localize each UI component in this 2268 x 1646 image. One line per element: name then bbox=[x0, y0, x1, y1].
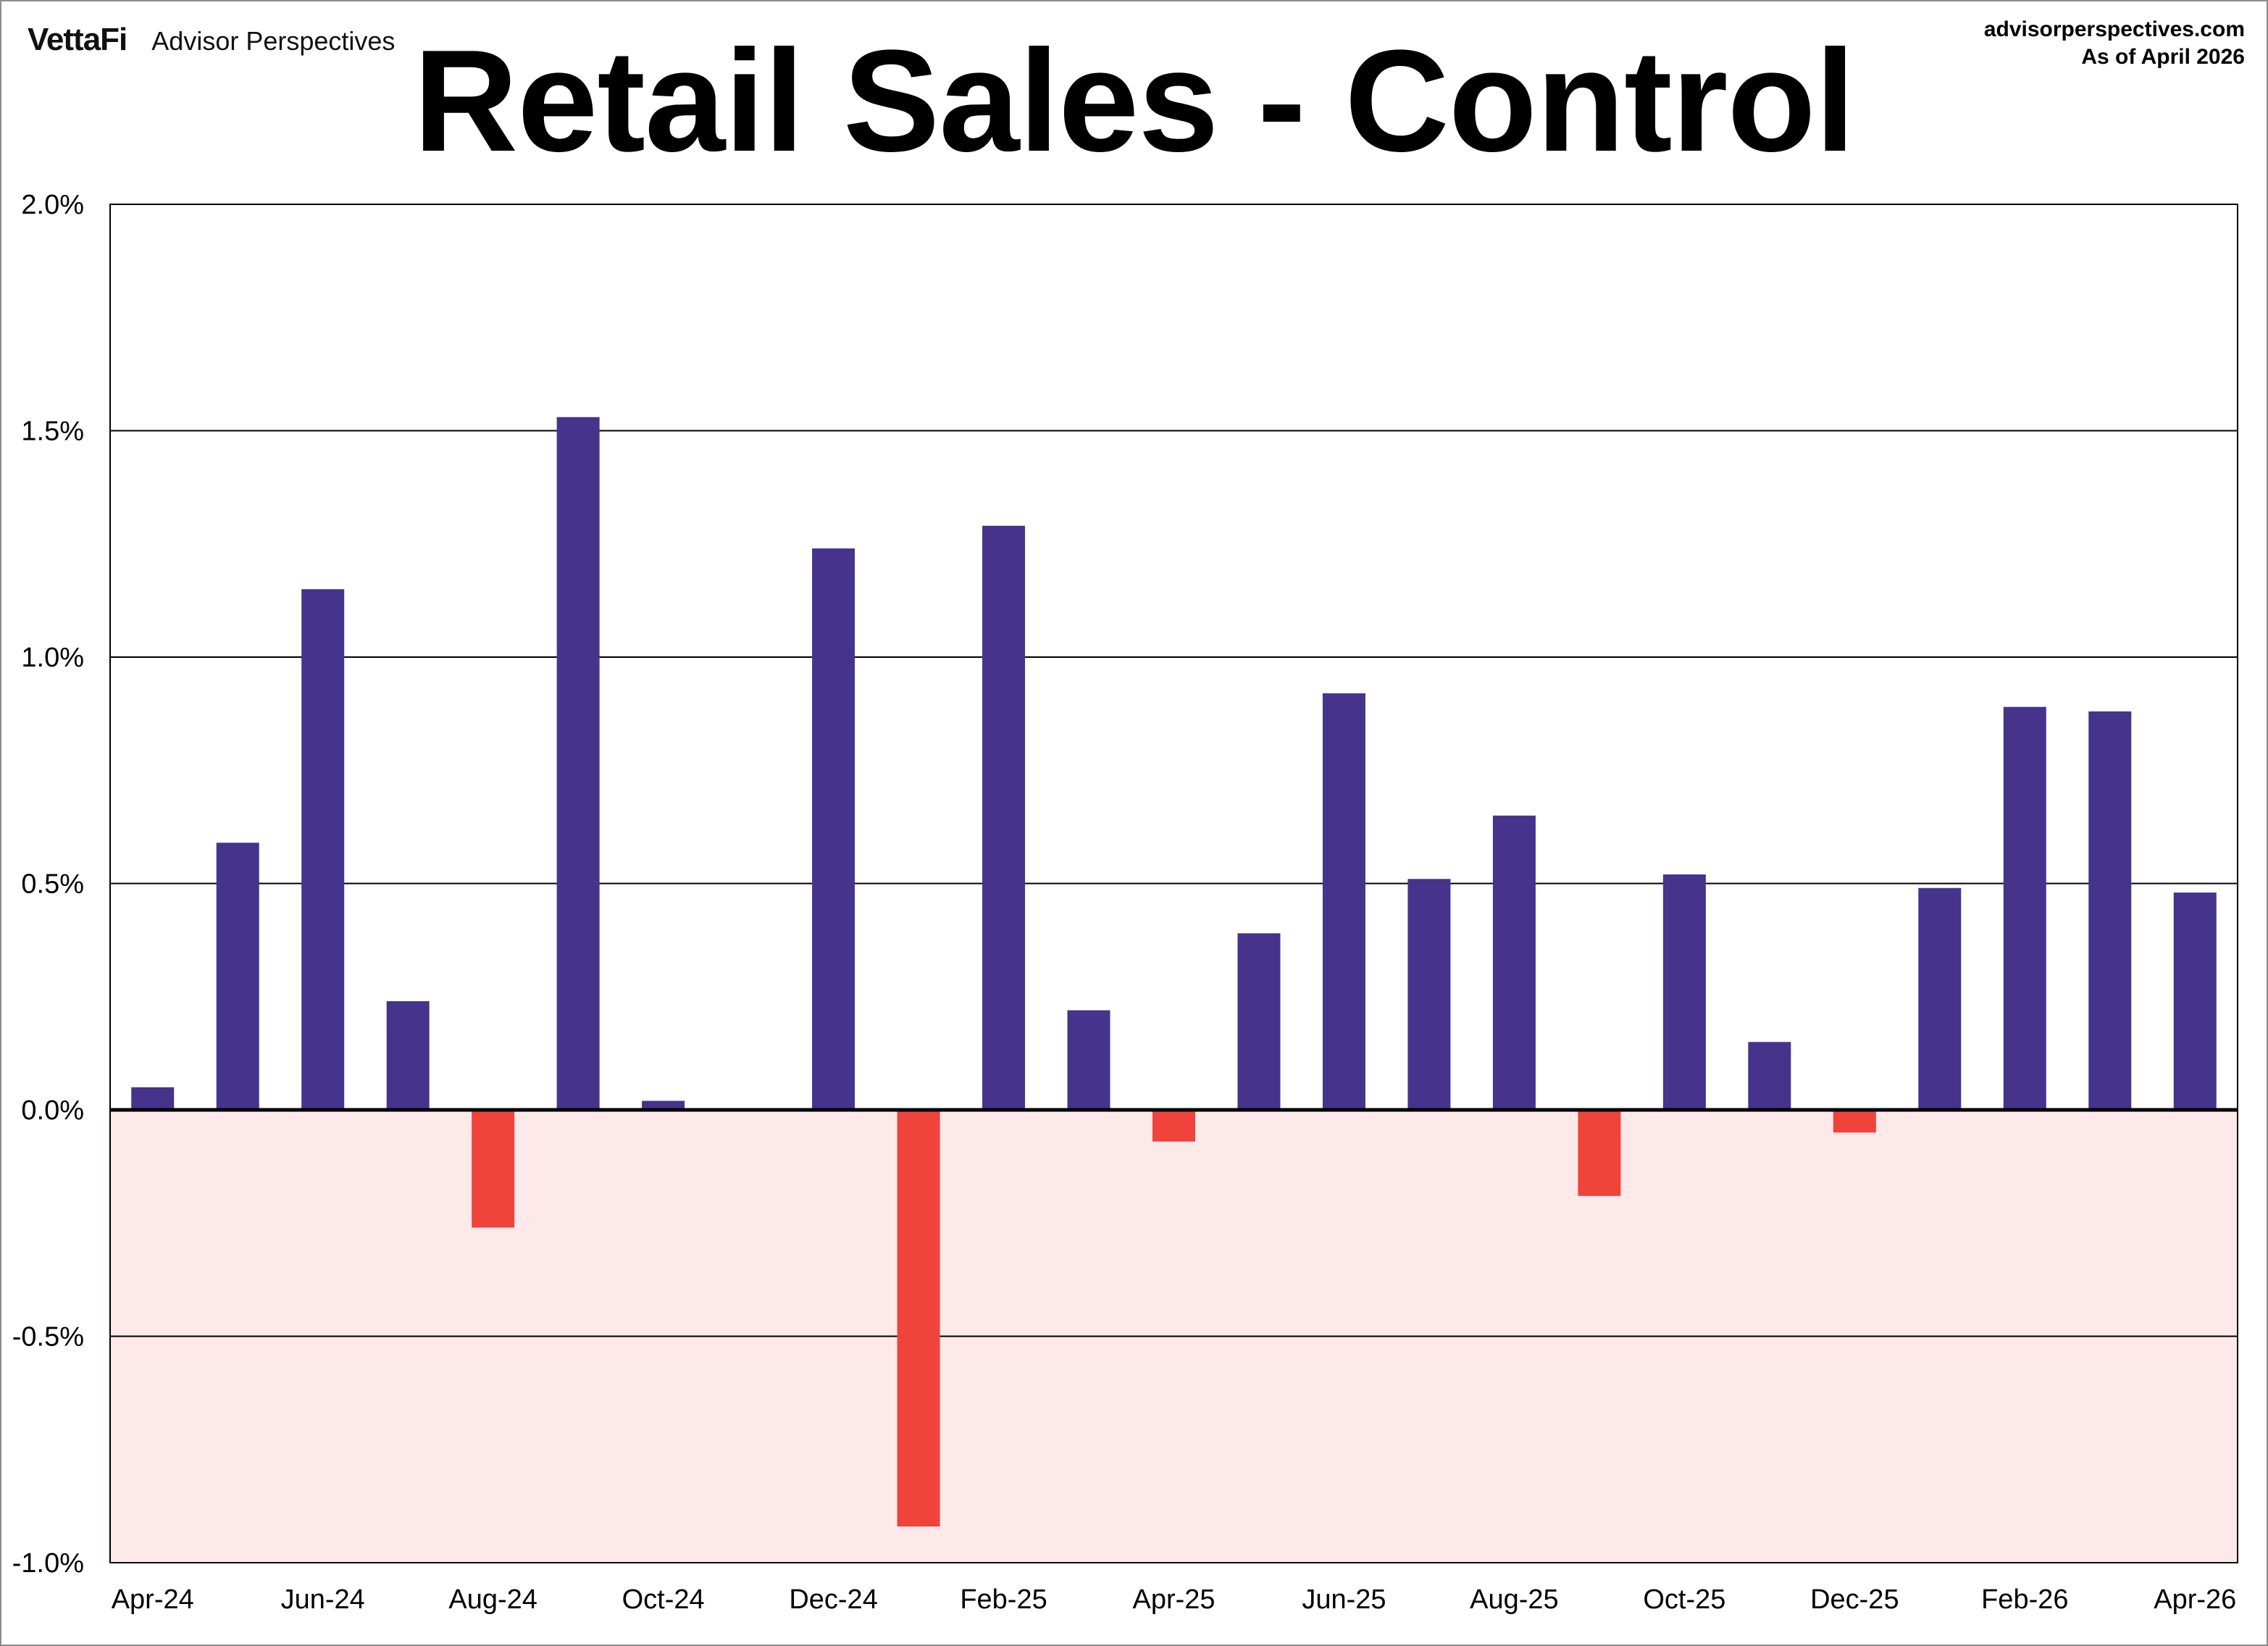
x-tick-label: Apr-25 bbox=[1132, 1584, 1215, 1615]
x-tick-label: Apr-26 bbox=[2154, 1584, 2236, 1615]
bar-Jul-25 bbox=[1407, 879, 1451, 1110]
vettafi-logo: VettaFi bbox=[28, 22, 127, 57]
bar-Aug-25 bbox=[1492, 815, 1536, 1110]
bar-Oct-25 bbox=[1662, 874, 1706, 1110]
x-tick-label: Feb-25 bbox=[960, 1584, 1047, 1615]
x-tick-label: Apr-24 bbox=[112, 1584, 194, 1615]
y-tick-label: 2.0% bbox=[21, 190, 84, 220]
source-site: advisorperspectives.com bbox=[1983, 17, 2245, 41]
bar-Apr-25 bbox=[1152, 1110, 1195, 1142]
y-tick-label: 1.0% bbox=[21, 643, 84, 673]
plot-border bbox=[109, 204, 2238, 1563]
y-tick-label: -0.5% bbox=[12, 1322, 84, 1353]
brand-logo: VettaFi Advisor Perspectives bbox=[28, 22, 395, 58]
bar-May-24 bbox=[216, 843, 259, 1110]
bar-Jan-25 bbox=[897, 1110, 940, 1526]
x-tick-label: Dec-24 bbox=[789, 1584, 878, 1615]
y-tick-label: 1.5% bbox=[21, 417, 84, 447]
bar-Nov-25 bbox=[1748, 1042, 1791, 1110]
bar-Feb-26 bbox=[2003, 706, 2046, 1110]
as-of-date: As of April 2026 bbox=[2081, 45, 2245, 69]
bar-Dec-25 bbox=[1833, 1110, 1876, 1133]
brand-name: Advisor Perspectives bbox=[151, 26, 396, 56]
x-tick-label: Jun-25 bbox=[1302, 1584, 1386, 1615]
y-tick-label: 0.0% bbox=[21, 1095, 84, 1126]
x-tick-label: Dec-25 bbox=[1810, 1584, 1899, 1615]
x-tick-label: Oct-24 bbox=[622, 1584, 705, 1615]
source-info: advisorperspectives.com As of April 2026 bbox=[1984, 16, 2245, 71]
bar-Feb-25 bbox=[982, 525, 1026, 1110]
y-tick-label: -1.0% bbox=[12, 1548, 84, 1579]
bar-Oct-24 bbox=[642, 1100, 685, 1110]
chart-title: Retail Sales - Control bbox=[413, 20, 1856, 182]
bar-Mar-25 bbox=[1067, 1010, 1110, 1110]
x-tick-label: Aug-24 bbox=[448, 1584, 537, 1615]
bar-Mar-26 bbox=[2088, 711, 2132, 1110]
bar-Apr-26 bbox=[2173, 893, 2217, 1110]
bar-Jan-26 bbox=[1918, 887, 1962, 1110]
bar-Jun-25 bbox=[1322, 693, 1365, 1110]
bar-Aug-24 bbox=[472, 1110, 515, 1228]
bar-May-25 bbox=[1237, 933, 1281, 1110]
x-tick-label: Oct-25 bbox=[1643, 1584, 1725, 1615]
bar-Apr-24 bbox=[131, 1087, 175, 1110]
x-tick-label: Feb-26 bbox=[1981, 1584, 2068, 1615]
x-tick-label: Jun-24 bbox=[281, 1584, 365, 1615]
bar-Sep-25 bbox=[1578, 1110, 1621, 1196]
bar-Sep-24 bbox=[556, 417, 600, 1110]
x-tick-label: Aug-25 bbox=[1470, 1584, 1559, 1615]
bar-Dec-24 bbox=[812, 548, 855, 1110]
bar-Jul-24 bbox=[386, 1001, 430, 1110]
y-tick-label: 0.5% bbox=[21, 869, 84, 900]
bar-Jun-24 bbox=[301, 589, 345, 1110]
